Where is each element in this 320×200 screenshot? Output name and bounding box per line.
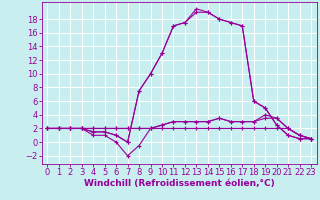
X-axis label: Windchill (Refroidissement éolien,°C): Windchill (Refroidissement éolien,°C) bbox=[84, 179, 275, 188]
